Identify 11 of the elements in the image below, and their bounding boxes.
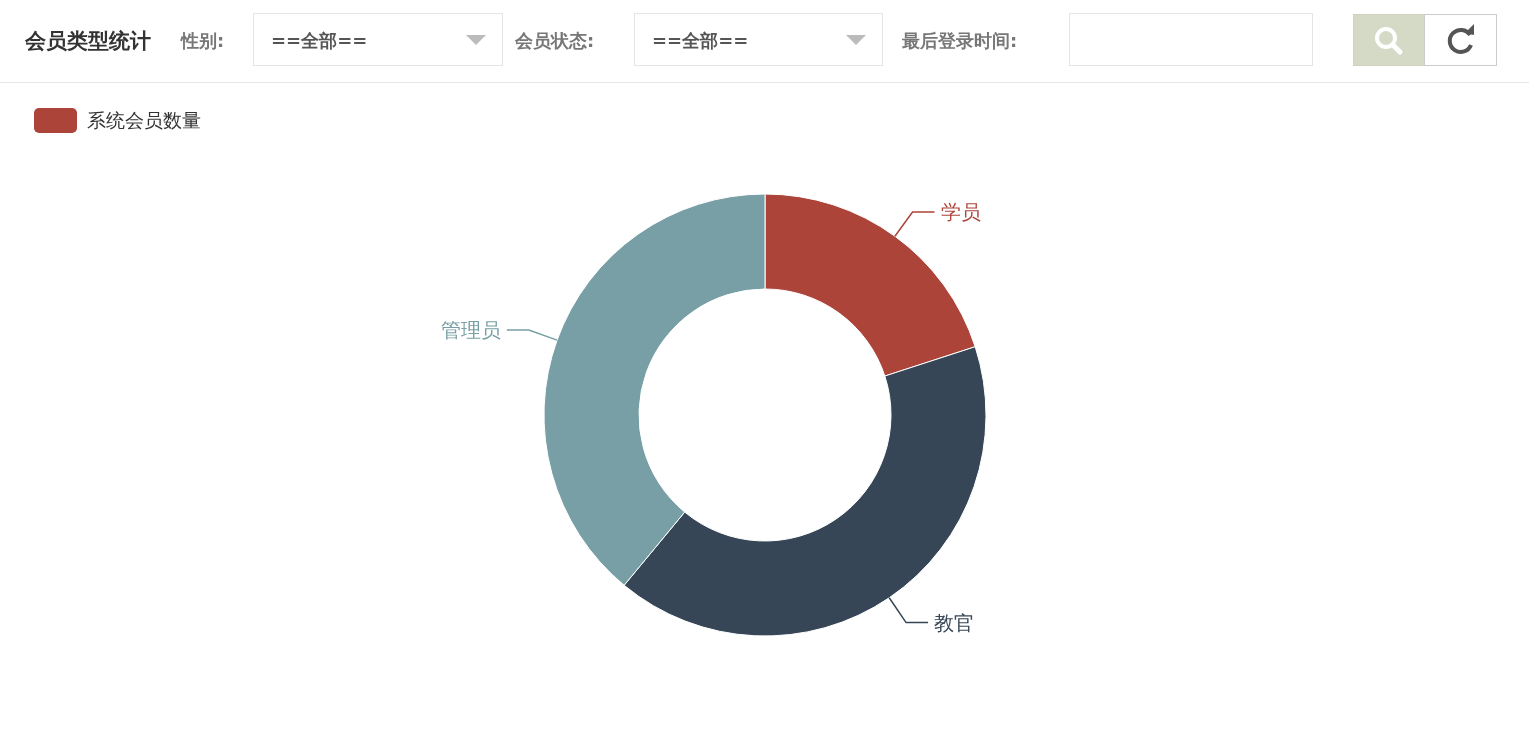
slice-label: 管理员 (440, 317, 501, 342)
text: ==全部== (652, 30, 749, 51)
text: 会员类型统计 (24, 29, 151, 53)
text: 性别: (180, 30, 225, 51)
legend: 系统会员数量 (34, 108, 201, 133)
text: 最后登录时间: (901, 30, 1018, 51)
slice-label: 学员 (940, 199, 981, 224)
legend-title: 系统会员数量 (87, 109, 201, 131)
slice-label: 教官 (934, 610, 975, 635)
text: ==全部== (271, 30, 368, 51)
text: 会员状态: (514, 30, 595, 51)
